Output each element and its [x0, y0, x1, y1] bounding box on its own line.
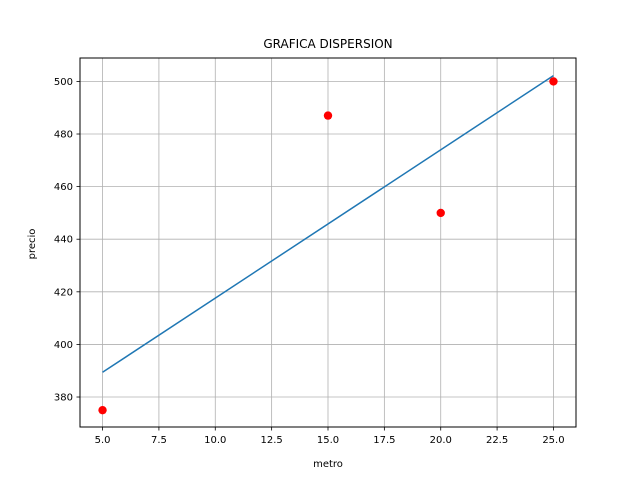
fit-line-group: [102, 74, 554, 373]
grid-lines: [80, 58, 576, 427]
x-axis-ticks: 5.0 7.5 10.0 12.5 15.0 17.5 20.0 22.5 25.0: [95, 427, 565, 446]
x-tick-label: 20.0: [430, 435, 452, 446]
y-tick-label: 400: [54, 340, 73, 351]
y-tick-label: 500: [54, 77, 73, 88]
y-tick-label: 380: [54, 393, 73, 404]
data-point: [549, 77, 558, 86]
data-point: [436, 208, 445, 218]
x-tick-label: 10.0: [204, 435, 226, 446]
data-point: [323, 111, 333, 120]
x-tick-label: 25.0: [542, 435, 564, 446]
x-tick-label: 15.0: [317, 435, 339, 446]
x-tick-label: 12.5: [261, 435, 283, 446]
x-tick-label: 7.5: [151, 435, 167, 446]
x-tick-label: 5.0: [95, 435, 111, 446]
x-tick-label: 17.5: [373, 435, 395, 446]
x-axis-label: metro: [313, 459, 343, 470]
data-point: [98, 405, 107, 415]
y-tick-label: 460: [54, 182, 73, 193]
y-tick-label: 420: [54, 287, 73, 298]
data-points: [98, 77, 558, 415]
y-tick-label: 480: [54, 130, 73, 141]
y-tick-label: 440: [54, 235, 73, 246]
y-axis-ticks: 380 400 420 440 460 480 500: [54, 77, 80, 404]
fit-line: [102, 74, 554, 373]
x-tick-label: 22.5: [486, 435, 508, 446]
y-axis-label: precio: [27, 229, 38, 260]
chart-title: GRAFICA DISPERSION: [263, 37, 392, 51]
